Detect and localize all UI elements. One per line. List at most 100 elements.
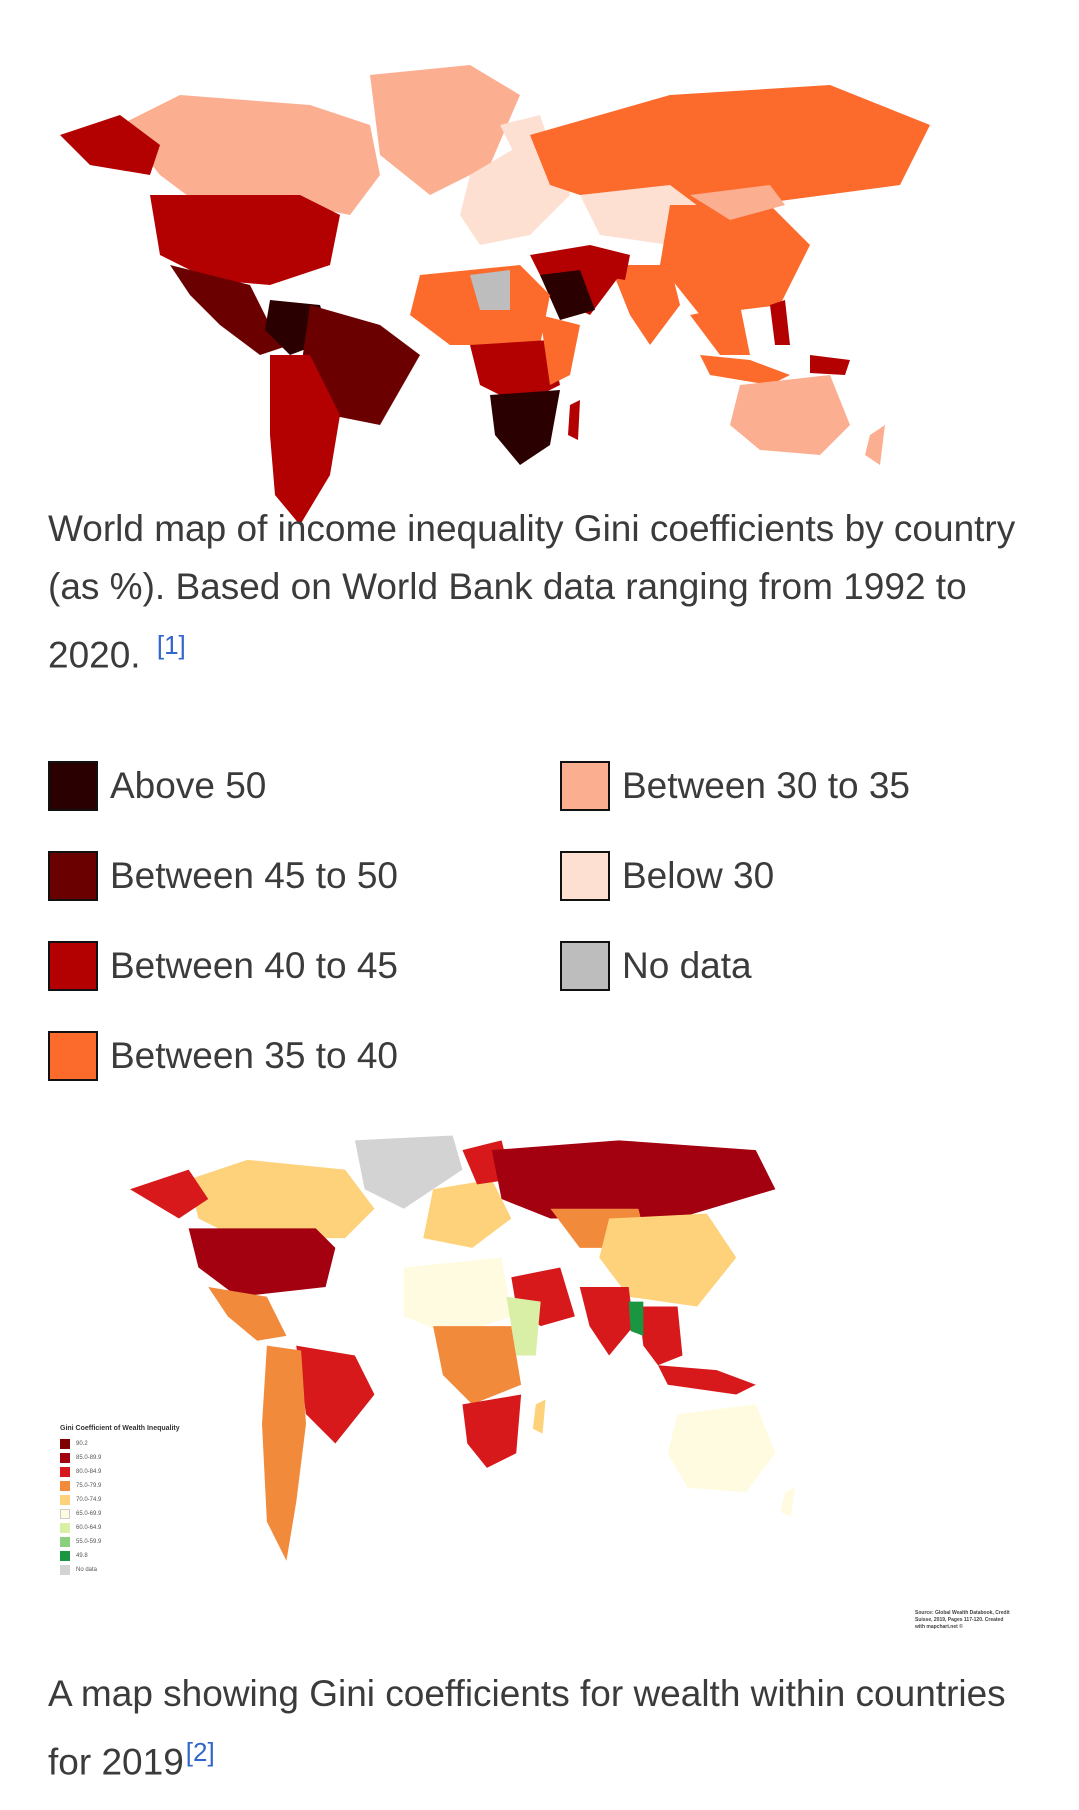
inset-legend-row: 60.0-64.9 [60,1521,210,1535]
mexico-region [170,265,290,355]
inset-legend-row: 80.0-84.9 [60,1465,210,1479]
income-map-caption-text: World map of income inequality Gini coef… [48,508,1016,676]
greenland-region [370,65,520,195]
inset-legend-title: Gini Coefficient of Wealth Inequality [60,1425,180,1432]
legend-item-45-to-50: Between 45 to 50 [48,847,398,905]
inset-legend-swatch [60,1509,70,1519]
reference-link-1[interactable]: [1] [156,630,186,660]
alaska-region [130,1169,209,1219]
inset-legend-label: 55.0-59.9 [76,1539,102,1545]
inset-legend-swatch [60,1439,70,1449]
inset-legend-swatch [60,1523,70,1533]
legend-swatch [560,941,610,991]
inset-legend-swatch [60,1551,70,1561]
legend-label: Between 30 to 35 [622,765,910,806]
legend-item-40-to-45: Between 40 to 45 [48,937,398,995]
legend-item-35-to-40: Between 35 to 40 [48,1027,398,1085]
inset-legend-row: 49.8 [60,1549,210,1563]
wealth-map-caption: A map showing Gini coefficients for weal… [48,1665,1038,1791]
southeast-asia-region [690,305,750,355]
new-zealand-region [780,1487,795,1517]
income-map-caption: World map of income inequality Gini coef… [48,500,1038,684]
alaska-region [60,115,160,175]
saudi-arabia-region [540,270,595,320]
legend-label: Above 50 [110,765,267,806]
south-america-region [262,1345,306,1561]
inset-legend-swatch [60,1467,70,1477]
china-region [660,205,810,315]
central-africa-region [470,340,560,405]
australia-region [667,1404,776,1493]
legend-item-30-to-35: Between 30 to 35 [560,757,910,815]
legend-swatch [560,851,610,901]
myanmar-region [628,1301,644,1336]
greenland-region [354,1135,463,1209]
russia-region [491,1140,776,1219]
wealth-gini-world-map [130,1135,795,1561]
inset-legend-label: 75.0-79.9 [76,1483,102,1489]
brazil-region [296,1345,375,1444]
legend-swatch [560,761,610,811]
canada-region [120,95,380,215]
north-africa-region [403,1257,512,1336]
papua-region [810,355,850,375]
indonesia-region [658,1365,756,1395]
inset-legend-label: 70.0-74.9 [76,1497,102,1503]
inset-legend-label: 65.0-69.9 [76,1511,102,1517]
legend-label: Between 45 to 50 [110,855,398,896]
inset-legend-swatch [60,1481,70,1491]
legend-label: No data [622,945,752,986]
russia-region [530,85,930,205]
madagascar-region [532,1399,546,1434]
inset-legend-swatch [60,1495,70,1505]
inset-legend-label: 85.0-89.9 [76,1455,102,1461]
philippines-region [770,300,790,345]
inset-legend-swatch [60,1565,70,1575]
inset-legend-label: 90.2 [76,1441,88,1447]
madagascar-region [568,400,580,440]
income-gini-world-map [60,65,930,525]
inset-legend-row: 65.0-69.9 [60,1507,210,1521]
legend-swatch [48,761,98,811]
legend-swatch [48,1031,98,1081]
southeast-asia-region [638,1306,683,1366]
inset-legend-label: 60.0-64.9 [76,1525,102,1531]
legend-item-above-50: Above 50 [48,757,266,815]
legend-label: Between 40 to 45 [110,945,398,986]
inset-legend-label: 49.8 [76,1553,88,1559]
reference-link-2[interactable]: [2] [185,1737,215,1767]
legend-item-no-data: No data [560,937,752,995]
southern-africa-region [462,1394,522,1468]
inset-legend-swatch [60,1537,70,1547]
legend-label: Below 30 [622,855,775,896]
mongolia-region [690,185,785,220]
new-zealand-region [865,425,885,465]
south-america-south-region [270,355,340,525]
east-africa-region [506,1296,541,1356]
canada-region [188,1159,375,1239]
inset-legend-label: 80.0-84.9 [76,1469,102,1475]
inset-legend-row: No data [60,1563,210,1577]
india-region [579,1287,634,1356]
mexico-region [208,1287,287,1341]
inset-legend-label: No data [76,1567,98,1573]
inset-legend-row: 85.0-89.9 [60,1451,210,1465]
usa-region [150,195,340,285]
wealth-map-caption-text: A map showing Gini coefficients for weal… [48,1673,1006,1783]
central-africa-region [433,1326,522,1405]
usa-region [188,1228,336,1297]
wealth-map-source-note: Source: Global Wealth Databook, Credit S… [915,1610,1010,1630]
legend-swatch [48,851,98,901]
legend-item-below-30: Below 30 [560,847,774,905]
legend-swatch [48,941,98,991]
inset-legend-row: 70.0-74.9 [60,1493,210,1507]
inset-legend-row: 90.2 [60,1437,210,1451]
east-africa-region [540,315,580,385]
china-region [599,1213,737,1307]
europe-region [423,1179,512,1248]
inset-legend-row: 55.0-59.9 [60,1535,210,1549]
sahara-nodata-region [470,270,510,310]
southern-africa-region [490,390,560,465]
australia-region [730,375,850,455]
indonesia-region [700,355,790,385]
